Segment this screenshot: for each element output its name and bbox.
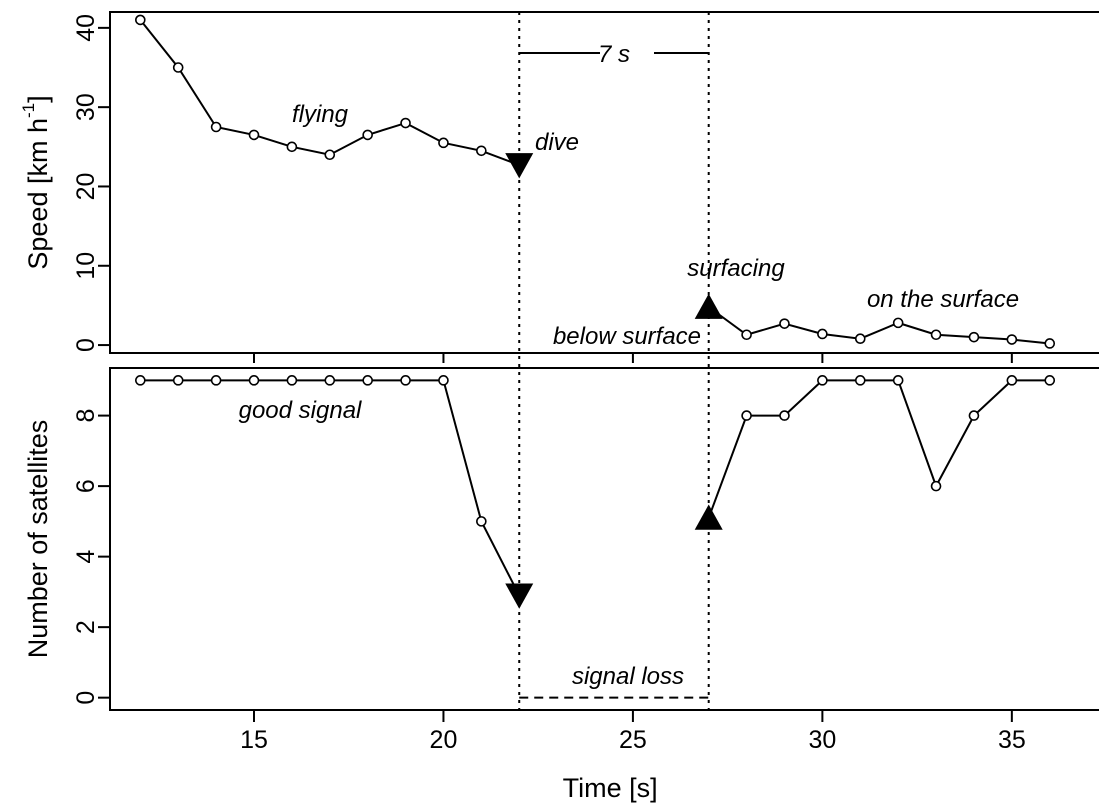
satellites-point (172, 375, 184, 386)
surfacing-label: surfacing (687, 255, 785, 282)
speed-axis-title: Speed [km h-1] (19, 95, 53, 269)
satellites-point (438, 375, 449, 386)
speed-panel: 0 10 20 30 40 Speed [km h-1] flying dive surfaci… (19, 11, 1099, 363)
satellites-point (476, 516, 487, 527)
interval-label: 7 s (598, 41, 630, 68)
speed-point (400, 117, 411, 129)
speed-point (1006, 334, 1018, 345)
dive-label: dive (535, 129, 579, 156)
top-plot-frame (109, 11, 1099, 354)
satellites-point (362, 375, 373, 386)
satellites-point (741, 410, 752, 421)
satellites-point (324, 375, 336, 386)
speed-point (324, 149, 336, 161)
shared-elements (518, 12, 710, 710)
satellites-point (400, 375, 411, 386)
good-signal-label: good signal (239, 397, 362, 424)
surfacing-marker (694, 293, 723, 319)
speed-point (741, 329, 752, 341)
speed-point (854, 333, 866, 345)
satellites-point (135, 375, 146, 386)
bottom-x-tick-label: 25 (619, 726, 647, 754)
speed-line-surface (708, 306, 1050, 345)
satellites-panel: 0 2 4 6 8 15 20 25 30 35 Number of satellites Time … (23, 367, 1099, 803)
satellites-point (779, 410, 790, 421)
speed-point (248, 129, 260, 141)
top-y-tick-label: 10 (72, 252, 100, 280)
satellites-point (817, 375, 828, 386)
satellites-point (286, 375, 298, 386)
speed-point (817, 328, 828, 340)
top-y-tick-label: 20 (72, 173, 100, 201)
speed-point (438, 137, 449, 149)
bottom-y-tick-label: 6 (72, 479, 100, 493)
bottom-y-tick-label: 8 (72, 409, 100, 423)
speed-point (476, 145, 487, 157)
below-surface-label: below surface (553, 323, 701, 350)
top-y-tick-label: 0 (72, 338, 100, 352)
satellites-point (210, 375, 222, 386)
speed-point (892, 317, 904, 329)
speed-point (779, 318, 790, 329)
bottom-plot-frame (109, 367, 1099, 711)
satellites-point (892, 375, 904, 386)
satellites-point (968, 410, 980, 421)
speed-point (1044, 338, 1056, 349)
time-axis-title: Time [s] (563, 773, 658, 803)
speed-point (135, 14, 146, 26)
satellites-axis-title: Number of satellites (23, 420, 53, 659)
satellites-point (248, 375, 260, 386)
speed-point (210, 121, 222, 133)
bottom-x-tick-label: 15 (240, 726, 268, 754)
bottom-y-tick-label: 0 (72, 691, 100, 705)
satellites-point (930, 480, 942, 492)
speed-point (286, 141, 298, 153)
on-surface-label: on the surface (867, 286, 1019, 313)
speed-point (930, 329, 942, 341)
bottom-y-tick-label: 2 (72, 620, 100, 634)
bottom-y-tick-label: 4 (72, 550, 100, 564)
satellites-point (854, 375, 866, 386)
bottom-x-tick-label: 30 (808, 726, 836, 754)
top-y-tick-label: 30 (72, 93, 100, 121)
flying-label: flying (292, 101, 349, 128)
satellites-point (1006, 375, 1018, 386)
speed-point (968, 331, 980, 343)
speed-line-flying (139, 19, 520, 166)
signal-loss-label: signal loss (572, 663, 684, 690)
speed-point (362, 129, 373, 141)
top-y-tick-label: 40 (72, 14, 100, 42)
satellites-line-after (707, 379, 1050, 519)
bottom-x-tick-label: 20 (430, 726, 458, 754)
bottom-x-tick-label: 35 (998, 726, 1026, 754)
speed-point (172, 62, 184, 73)
satellites-point (1044, 375, 1056, 386)
